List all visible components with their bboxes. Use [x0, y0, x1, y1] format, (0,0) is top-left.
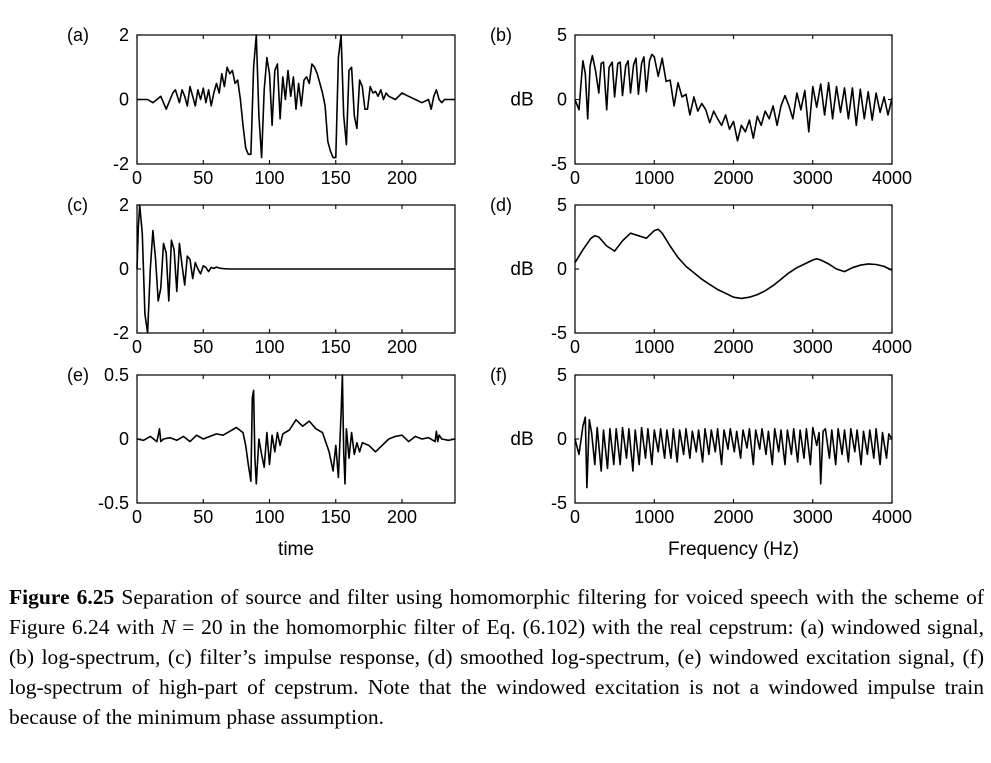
x-tick-label: 100: [254, 507, 284, 527]
caption-text-part1: Separation of source and filter using ho…: [9, 585, 985, 639]
x-tick-label: 0: [132, 337, 142, 357]
y-tick-label: -2: [113, 323, 129, 343]
y-tick-label: 0: [119, 429, 129, 449]
x-tick-label: 0: [570, 168, 580, 188]
x-tick-label: 2000: [713, 337, 753, 357]
panel-label-a: (a): [67, 25, 89, 45]
series-line-a: [137, 34, 455, 159]
y-tick-label: 5: [557, 25, 567, 45]
panel-label-b: (b): [490, 25, 512, 45]
x-tick-label: 50: [193, 507, 213, 527]
x-tick-label: 0: [570, 337, 580, 357]
panel-e: 0 50 100 150 200-0.500.5(e)time: [67, 365, 456, 560]
x-tick-label: 1000: [634, 337, 674, 357]
x-tick-label: 50: [193, 337, 213, 357]
y-tick-label: 5: [557, 195, 567, 215]
series-line-d: [574, 228, 893, 300]
x-axis-label-e: time: [278, 539, 314, 560]
caption-text-part2: = 20 in the homomorphic filter of Eq. (6…: [9, 615, 984, 729]
x-tick-label: 3000: [793, 337, 833, 357]
y-tick-label: 2: [119, 25, 129, 45]
x-tick-label: 1000: [634, 168, 674, 188]
x-tick-label: 4000: [872, 168, 912, 188]
panel-d: 0 1000 2000 3000 4000-505(d)dB: [490, 195, 912, 357]
x-tick-label: 100: [254, 168, 284, 188]
x-tick-label: 200: [387, 507, 417, 527]
x-tick-label: 3000: [793, 507, 833, 527]
figure-panels: 0 50 100 150 200-202(a)0 1000 2000 3000 4000-505…: [67, 25, 912, 560]
y-axis-label-b: dB: [510, 90, 533, 111]
x-axis-label-f: Frequency (Hz): [668, 539, 799, 560]
x-tick-label: 4000: [872, 507, 912, 527]
y-tick-label: 0: [119, 90, 129, 110]
panel-c: 0 50 100 150 200-202(c): [67, 195, 456, 357]
x-tick-label: 150: [321, 337, 351, 357]
x-tick-label: 100: [254, 337, 284, 357]
y-axis-label-d: dB: [510, 259, 533, 280]
x-tick-label: 3000: [793, 168, 833, 188]
series-line-f: [574, 416, 893, 489]
x-tick-label: 0: [570, 507, 580, 527]
series-line-e: [136, 374, 456, 485]
plot-frame-b: [574, 34, 893, 165]
x-tick-label: 200: [387, 168, 417, 188]
figure-number: Figure 6.25: [9, 585, 115, 609]
y-tick-label: 0: [557, 90, 567, 110]
panel-b: 0 1000 2000 3000 4000-505(b)dB: [490, 25, 912, 188]
panel-label-c: (c): [67, 195, 88, 215]
x-tick-label: 2000: [713, 168, 753, 188]
plot-frame-e: [136, 374, 456, 504]
panel-label-d: (d): [490, 195, 512, 215]
y-tick-label: 0: [119, 259, 129, 279]
x-tick-label: 2000: [713, 507, 753, 527]
y-tick-label: 0: [557, 429, 567, 449]
panel-label-f: (f): [490, 365, 507, 385]
y-tick-label: 2: [119, 195, 129, 215]
x-tick-label: 150: [321, 507, 351, 527]
series-line-b: [574, 53, 893, 142]
plot-frame-d: [574, 204, 893, 334]
series-line-c: [136, 204, 455, 334]
y-axis-label-f: dB: [510, 429, 533, 450]
y-tick-label: -5: [551, 493, 567, 513]
x-tick-label: 200: [387, 337, 417, 357]
figure-caption: Figure 6.25 Separation of source and fil…: [9, 582, 984, 732]
y-tick-label: -5: [551, 154, 567, 174]
y-tick-label: -0.5: [98, 493, 129, 513]
x-tick-label: 150: [321, 168, 351, 188]
x-tick-label: 4000: [872, 337, 912, 357]
y-tick-label: 0: [557, 259, 567, 279]
y-tick-label: 0.5: [104, 365, 129, 385]
x-tick-label: 1000: [634, 507, 674, 527]
x-tick-label: 0: [132, 507, 142, 527]
panel-a: 0 50 100 150 200-202(a): [67, 25, 456, 188]
x-tick-label: 50: [193, 168, 213, 188]
panel-label-e: (e): [67, 365, 89, 385]
y-tick-label: -2: [113, 154, 129, 174]
caption-variable-n: N: [161, 615, 176, 639]
x-tick-label: 0: [132, 168, 142, 188]
y-tick-label: 5: [557, 365, 567, 385]
y-tick-label: -5: [551, 323, 567, 343]
